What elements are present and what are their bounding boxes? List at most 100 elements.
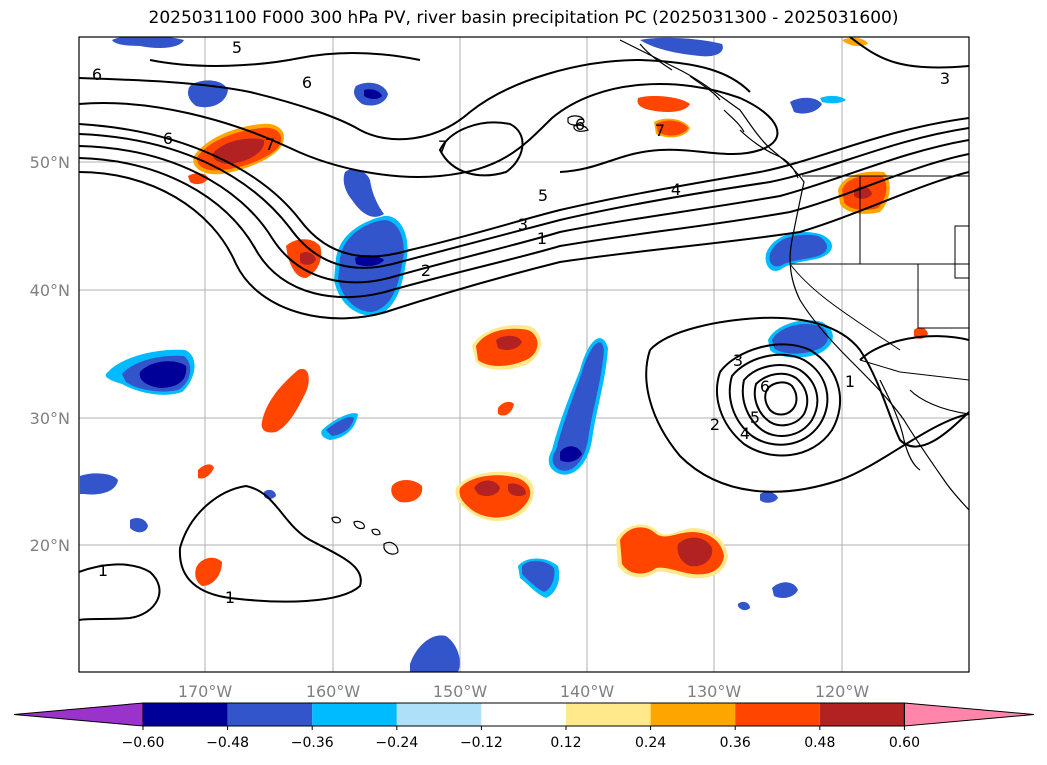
precip-blob [790, 97, 822, 114]
precip-blob [738, 601, 750, 611]
pv-contour [859, 335, 969, 361]
hawaii-island [331, 516, 341, 524]
precip-blob [355, 255, 384, 267]
colorbar-tick-label: −0.48 [206, 735, 249, 751]
pv-contour [149, 51, 421, 67]
precip-blob [391, 480, 423, 503]
state-border [917, 264, 969, 329]
coastline-baja [879, 379, 921, 471]
colorbar-swatch [735, 703, 820, 726]
state-border [954, 264, 969, 279]
political-borders [789, 175, 969, 381]
precip-blob [498, 401, 514, 416]
contour-label: 3 [733, 351, 743, 370]
precip-blob [261, 368, 309, 433]
colorbar-outline [142, 702, 905, 727]
pv-contour [178, 484, 362, 603]
pv-contour [764, 381, 798, 416]
precip-blob [772, 323, 828, 354]
contour-label: 3 [940, 69, 950, 88]
latitude-label: 50°N [30, 153, 70, 172]
precip-blob [130, 518, 148, 533]
contour-label: 3 [518, 215, 528, 234]
island [573, 124, 589, 132]
precip-blob [552, 342, 604, 471]
pv-contour [438, 121, 524, 177]
contour-label: 5 [232, 38, 242, 57]
pv-contour [649, 316, 969, 448]
colorbar: −0.60 −0.48 −0.36 −0.24 −0.12 0.12 0.24 0.36 0.4… [13, 702, 1035, 751]
island [567, 115, 585, 126]
pv-contour [716, 343, 842, 457]
contour-label: 7 [265, 135, 275, 154]
contour-label: 1 [537, 229, 547, 248]
contour-label: 7 [655, 121, 665, 140]
colorbar-extend-high [903, 702, 1035, 727]
contour-label: 6 [163, 129, 173, 148]
map-frame [78, 36, 970, 673]
colorbar-tick-label: −0.36 [291, 735, 334, 751]
colorbar-tick-label: 0.12 [550, 735, 581, 751]
pv-contour [79, 83, 779, 178]
precip-blob [198, 464, 214, 479]
colorbar-swatch [227, 703, 313, 726]
negative-pc-regions [80, 37, 846, 672]
precip-blob [522, 560, 555, 592]
precip-blob [677, 537, 713, 567]
contour-label: 6 [760, 377, 770, 396]
contour-label: 2 [421, 261, 431, 280]
pv-contour [753, 372, 809, 427]
longitude-label: 160°W [306, 682, 361, 701]
precip-blob [772, 582, 798, 598]
precip-blob [656, 120, 688, 136]
colorbar-tick-label: 0.48 [804, 735, 835, 751]
positive-pc-regions [188, 37, 928, 586]
contour-label: 1 [225, 588, 235, 607]
contour-label: 1 [845, 372, 855, 391]
contour-label: 1 [98, 561, 108, 580]
precip-blob [820, 95, 846, 104]
longitude-label: 130°W [687, 682, 742, 701]
precip-blob [112, 37, 184, 48]
latitude-label: 30°N [30, 409, 70, 428]
state-border [790, 225, 969, 265]
longitude-label: 140°W [560, 682, 615, 701]
contour-label: 4 [671, 180, 681, 199]
latitude-label: 40°N [30, 281, 70, 300]
precip-blob [760, 491, 778, 503]
precip-blob [640, 37, 723, 57]
pv-contour [728, 353, 829, 446]
colorbar-tick-label: −0.24 [375, 735, 418, 751]
colorbar-swatch [566, 703, 651, 726]
hawaii-island [353, 520, 365, 530]
precip-blob [474, 480, 500, 496]
precip-blob [80, 473, 118, 495]
contour-label: 6 [302, 73, 312, 92]
precip-blob [364, 89, 382, 99]
colorbar-swatch [650, 703, 736, 726]
colorbar-tick-label: −0.12 [460, 735, 503, 751]
pv-contour [79, 153, 969, 299]
pv-contour [849, 37, 969, 69]
coastlines [331, 39, 969, 555]
colorbar-swatch [481, 703, 566, 726]
hawaii-island [383, 541, 399, 555]
contour-label: 4 [740, 424, 750, 443]
hawaii-island [371, 528, 381, 536]
contour-label: 5 [750, 408, 760, 427]
contour-label: 2 [710, 415, 720, 434]
precip-blob [343, 169, 384, 217]
precip-blob [338, 220, 404, 312]
pv-contour [79, 171, 969, 320]
precip-blob [508, 483, 526, 497]
coastline-vancouver [739, 129, 799, 179]
precip-blob [496, 335, 522, 350]
pv-contour [79, 58, 751, 141]
colorbar-swatch [312, 703, 397, 726]
contour-label: 6 [575, 115, 585, 134]
contour-label: 6 [92, 65, 102, 84]
precip-blob [326, 416, 354, 436]
